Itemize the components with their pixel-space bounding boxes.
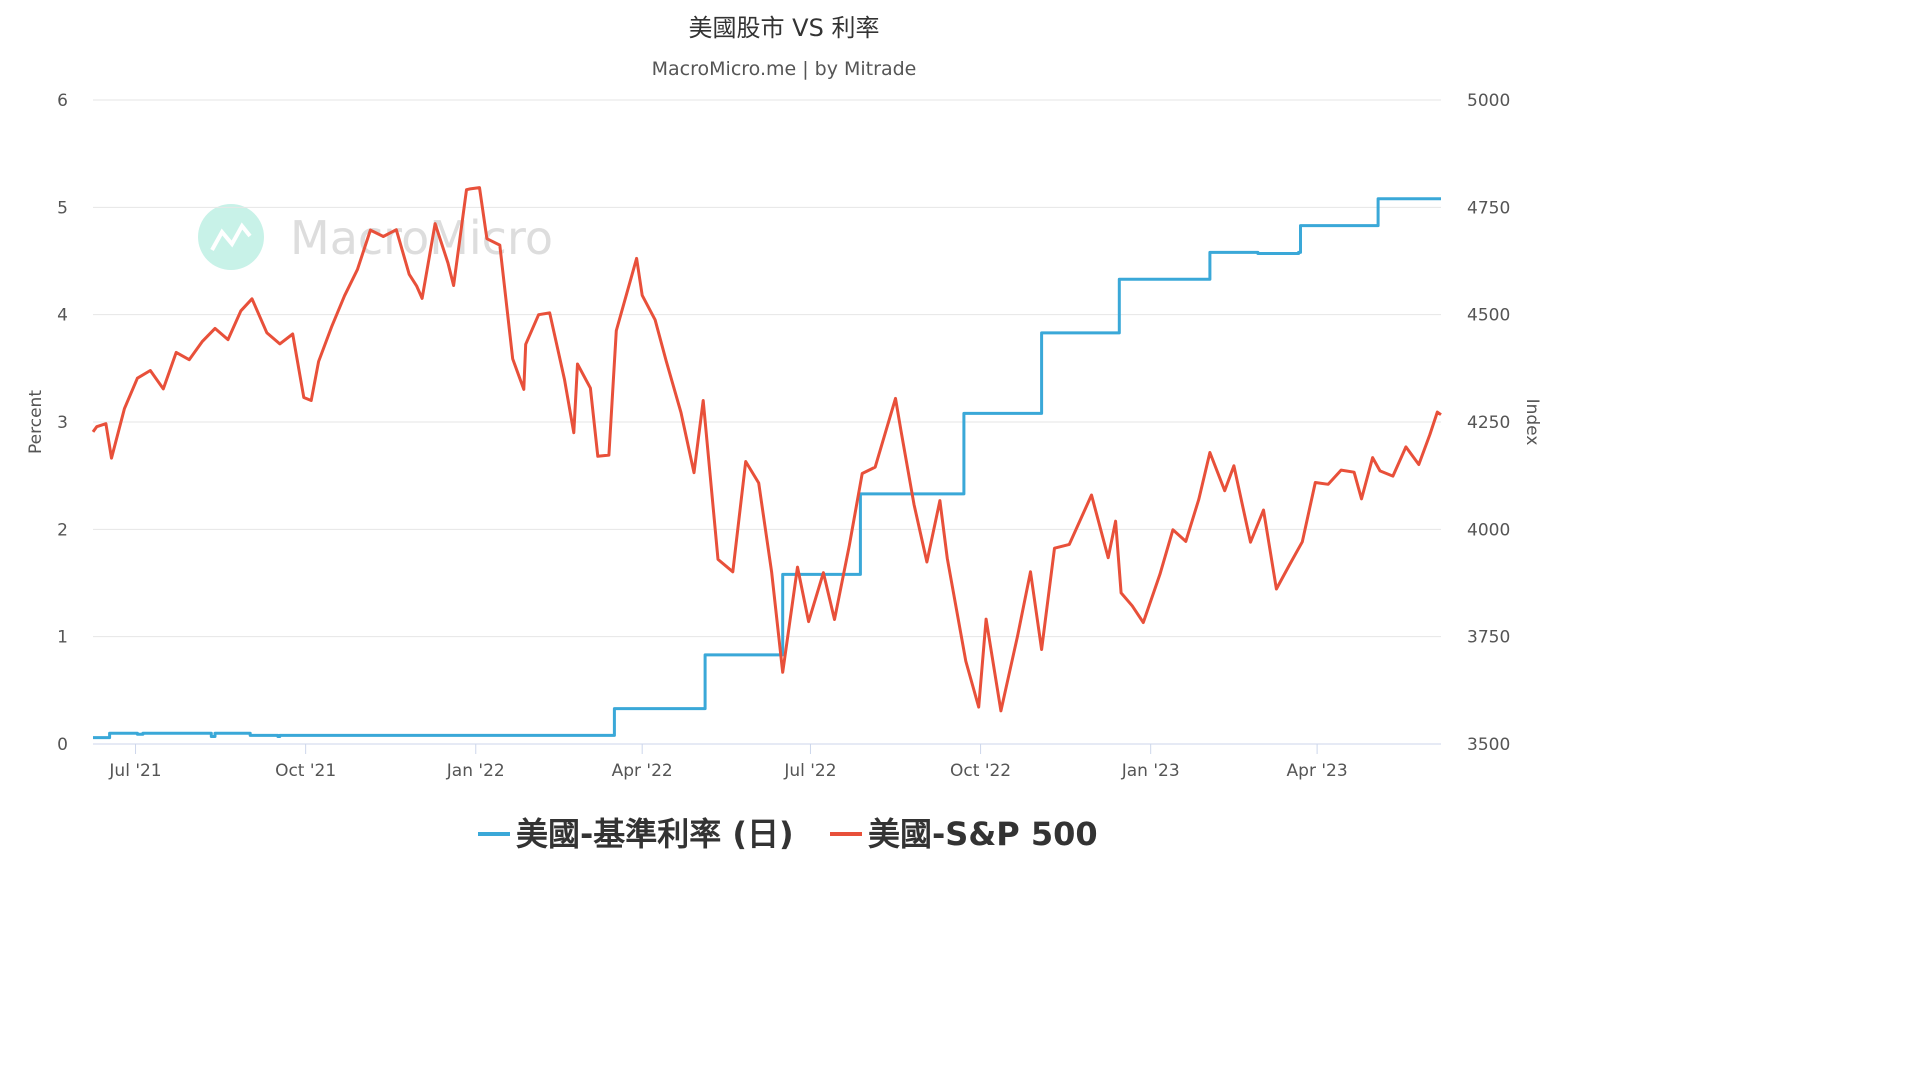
chart: 美國股市 VS 利率 MacroMicro.me | by Mitrade Ma… — [26, 14, 1542, 853]
x-tick-label: Jan '23 — [1121, 761, 1180, 781]
y-left-tick-label: 2 — [57, 520, 68, 540]
y-right-tick-label: 3500 — [1467, 735, 1510, 755]
series-line-sp500 — [91, 186, 1442, 713]
x-axis: Jul '21 Oct '21 Jan '22 Apr '22 Jul '22 Oct '… — [108, 744, 1348, 781]
legend-item-sp500[interactable]: 美國-S&P 500 — [830, 815, 1098, 853]
x-tick-label: Apr '22 — [612, 761, 673, 781]
legend: 美國-基準利率 (日) 美國-S&P 500 — [478, 815, 1098, 853]
y-right-tick-label: 4750 — [1467, 198, 1510, 218]
gridlines — [93, 99, 1441, 745]
y-axis-right: 3500 3750 4000 4250 4500 4750 5000 — [1467, 91, 1510, 755]
y-right-tick-label: 4500 — [1467, 306, 1510, 326]
y-left-tick-label: 6 — [57, 91, 68, 111]
y-right-tick-label: 4250 — [1467, 413, 1510, 433]
y-left-tick-label: 3 — [57, 413, 68, 433]
watermark-chart-icon — [210, 222, 252, 251]
chart-subtitle: MacroMicro.me | by Mitrade — [652, 58, 917, 80]
x-tick-label: Apr '23 — [1287, 761, 1348, 781]
y-axis-right-title: Index — [1522, 399, 1542, 446]
chart-title: 美國股市 VS 利率 — [689, 14, 880, 42]
y-left-tick-label: 1 — [57, 628, 68, 648]
legend-item-rate[interactable]: 美國-基準利率 (日) — [478, 815, 794, 853]
y-left-tick-label: 0 — [57, 735, 68, 755]
series-lines — [91, 186, 1442, 740]
x-tick-label: Oct '21 — [275, 761, 336, 781]
legend-label-rate: 美國-基準利率 (日) — [516, 815, 794, 853]
watermark-logo-icon — [198, 204, 264, 270]
y-axis-left: 0 1 2 3 4 5 6 — [57, 91, 68, 755]
y-right-tick-label: 3750 — [1467, 628, 1510, 648]
y-left-tick-label: 4 — [57, 306, 68, 326]
x-tick-label: Jan '22 — [446, 761, 505, 781]
watermark: MacroMicro — [198, 204, 553, 270]
series-line-rate — [93, 197, 1441, 740]
y-right-tick-label: 4000 — [1467, 520, 1510, 540]
y-axis-left-title: Percent — [26, 390, 46, 454]
legend-label-sp500: 美國-S&P 500 — [868, 815, 1098, 853]
y-left-tick-label: 5 — [57, 198, 68, 218]
x-tick-label: Oct '22 — [950, 761, 1011, 781]
y-right-tick-label: 5000 — [1467, 91, 1510, 111]
watermark-text: MacroMicro — [290, 211, 553, 265]
x-tick-label: Jul '21 — [108, 761, 161, 781]
x-tick-label: Jul '22 — [783, 761, 836, 781]
